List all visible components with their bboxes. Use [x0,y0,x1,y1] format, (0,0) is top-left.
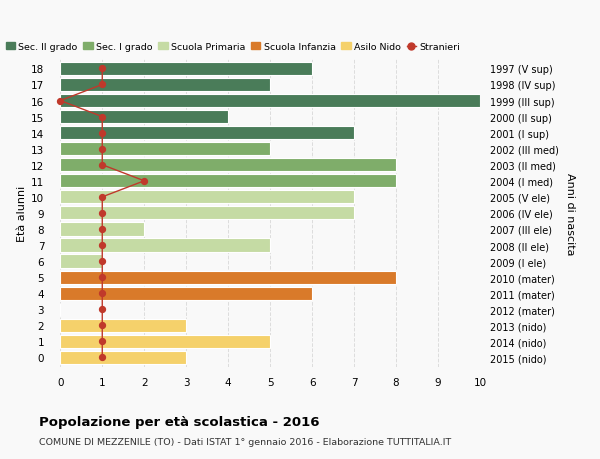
Point [139,178,149,185]
Bar [60,255,102,268]
Point [97,130,107,137]
Bar [60,207,354,220]
Y-axis label: Età alunni: Età alunni [17,185,27,241]
Bar [60,351,186,364]
Point [97,354,107,361]
Y-axis label: Anni di nascita: Anni di nascita [565,172,575,255]
Bar [60,159,396,172]
Point [97,82,107,89]
Point [97,162,107,169]
Bar [60,223,144,236]
Point [97,210,107,217]
Text: COMUNE DI MEZZENILE (TO) - Dati ISTAT 1° gennaio 2016 - Elaborazione TUTTITALIA.: COMUNE DI MEZZENILE (TO) - Dati ISTAT 1°… [39,437,451,446]
Bar [60,63,312,76]
Bar [60,175,396,188]
Point [97,226,107,233]
Point [97,114,107,121]
Bar [60,79,270,92]
Bar [60,271,396,284]
Bar [60,287,312,300]
Point [97,242,107,249]
Point [97,306,107,313]
Legend: Sec. II grado, Sec. I grado, Scuola Primaria, Scuola Infanzia, Asilo Nido, Stran: Sec. II grado, Sec. I grado, Scuola Prim… [5,43,460,52]
Bar [60,95,480,108]
Bar [60,319,186,332]
Bar [60,143,270,156]
Point [55,98,65,105]
Bar [60,335,270,348]
Point [97,322,107,329]
Bar [60,191,354,204]
Bar [60,239,270,252]
Point [97,290,107,297]
Point [97,274,107,281]
Point [97,146,107,153]
Point [97,194,107,201]
Bar [60,127,354,140]
Point [97,338,107,345]
Bar [60,111,228,124]
Point [97,66,107,73]
Point [97,258,107,265]
Text: Popolazione per età scolastica - 2016: Popolazione per età scolastica - 2016 [39,415,320,428]
